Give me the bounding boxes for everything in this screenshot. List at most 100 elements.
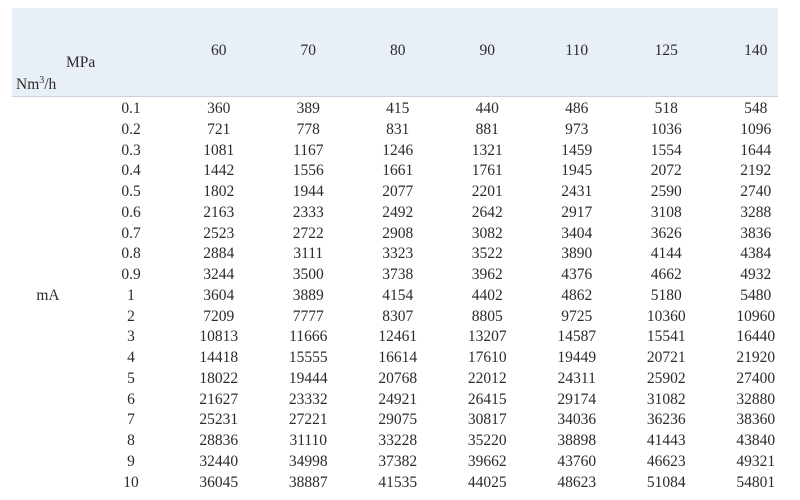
table-row: 8 28836 31110 33228 35220 38898 41443 43840	[0, 431, 800, 452]
table-cell: 1554	[650, 141, 682, 159]
table-cell: 21920	[736, 349, 776, 367]
table-cell: 3323	[382, 245, 414, 263]
table-cell: 20721	[646, 349, 686, 367]
table-row: 0.2 721 778 831 881 973 1036 1096	[0, 120, 800, 141]
table-cell: 1761	[471, 162, 503, 180]
table-cell: 1802	[203, 183, 235, 201]
column-header-cell: 60	[211, 42, 227, 59]
table-cell: 3890	[561, 245, 593, 263]
table-cell: 4154	[382, 286, 414, 304]
table-cell: 37382	[378, 453, 418, 471]
row-header-cell: 6	[127, 390, 135, 408]
table-cell: 44025	[467, 473, 507, 491]
row-header-cell: 0.7	[121, 224, 141, 242]
table-cell: 3738	[382, 266, 414, 284]
row-header-cell: 0.9	[121, 266, 141, 284]
row-spacer-cell	[0, 141, 88, 162]
row-spacer-cell	[0, 390, 88, 411]
table-cell: 14587	[557, 328, 597, 346]
row-header-cell: 0.4	[121, 162, 141, 180]
header-spacer-cell	[443, 0, 533, 38]
table-cell: 1556	[292, 162, 324, 180]
table-cell: 43840	[736, 432, 776, 450]
table-cell: 31110	[289, 432, 328, 450]
table-row: 1 3604 3889 4154 4402 4862 5180 5480	[0, 286, 800, 307]
table-cell: 1459	[561, 141, 593, 159]
header-padding-row	[0, 64, 800, 97]
table-cell: 38887	[288, 473, 328, 491]
row-header-cell: 0.1	[121, 100, 141, 117]
row-header-cell: 4	[127, 349, 135, 367]
table-cell: 12461	[378, 328, 418, 346]
table-row: 0.7 2523 2722 2908 3082 3404 3626 3836	[0, 224, 800, 245]
header-band	[12, 8, 778, 97]
table-cell: 25902	[646, 369, 686, 387]
column-header-cell: 90	[479, 42, 496, 59]
row-header-cell: 5	[127, 369, 135, 387]
table-cell: 27400	[736, 369, 776, 387]
table-cell: 21627	[199, 390, 239, 408]
table-row: 0.8 2884 3111 3323 3522 3890 4144 4384	[0, 244, 800, 265]
table-cell: 1096	[740, 120, 772, 138]
table-cell: 4144	[650, 245, 682, 263]
table-cell: 48623	[557, 473, 597, 491]
table-cell: 18022	[199, 369, 239, 387]
table-row: 0.9 3244 3500 3738 3962 4376 4662 4932	[0, 265, 800, 286]
table-cell: 19444	[288, 369, 328, 387]
table-cell: 2077	[382, 183, 414, 201]
table-cell: 2908	[382, 224, 414, 242]
table-cell: 3288	[740, 203, 772, 221]
table-cell: 2201	[471, 183, 503, 201]
header-spacer-cell	[711, 0, 800, 38]
column-header-cell: 70	[300, 42, 317, 59]
table-cell: 4384	[740, 245, 772, 263]
table-cell: 32880	[736, 390, 776, 408]
table-cell: 34998	[288, 453, 328, 471]
table-cell: 2642	[471, 203, 503, 221]
table-cell: 22012	[467, 369, 507, 387]
row-unit-label-exponent: 3	[39, 74, 45, 86]
table-row: 0.6 2163 2333 2492 2642 2917 3108 3288	[0, 203, 800, 224]
row-spacer-cell	[0, 203, 88, 224]
row-spacer-cell	[0, 431, 88, 452]
table-cell: 2740	[740, 183, 772, 201]
table-cell: 19449	[557, 349, 597, 367]
table-cell: 7209	[203, 307, 235, 325]
table-cell: 32440	[199, 453, 239, 471]
table-cell: 1442	[203, 162, 235, 180]
table-cell: 831	[386, 120, 410, 138]
row-header-cell: 8	[127, 432, 135, 450]
table-row: 10 36045 38887 41535 44025 48623 51084 54801	[0, 473, 800, 494]
row-spacer-cell	[0, 452, 88, 473]
row-group-unit-label: mA	[36, 287, 60, 304]
table-cell: 38360	[736, 411, 776, 429]
table-row: 7 25231 27221 29075 30817 34036 36236 38360	[0, 410, 800, 431]
row-header-cell: 9	[127, 453, 135, 471]
table-cell: 518	[654, 100, 678, 117]
row-spacer-cell	[0, 473, 88, 494]
table-cell: 3082	[471, 224, 503, 242]
header-spacer-cell	[353, 0, 443, 38]
row-spacer-cell	[0, 348, 88, 369]
header-padding-cell	[0, 64, 88, 97]
table-cell: 4932	[740, 266, 772, 284]
row-spacer-cell	[0, 307, 88, 328]
table-cell: 36045	[199, 473, 239, 491]
table-cell: 15555	[288, 349, 328, 367]
row-header-cell: 2	[127, 307, 135, 325]
header-padding-cell	[711, 64, 800, 97]
table-cell: 10360	[646, 307, 686, 325]
table-cell: 8307	[382, 307, 414, 325]
table-row: 5 18022 19444 20768 22012 24311 25902 27400	[0, 369, 800, 390]
table-cell: 1246	[382, 141, 414, 159]
table-row: 0.5 1802 1944 2077 2201 2431 2590 2740	[0, 182, 800, 203]
table-cell: 4402	[471, 286, 503, 304]
header-spacer-cell	[0, 0, 88, 38]
table-cell: 4862	[561, 286, 593, 304]
table-body: 0.1 360 389 415 440 486 518 548 0.2 721 778 831 881 9…	[0, 97, 800, 494]
row-spacer-cell	[0, 161, 88, 182]
table-cell: 2884	[203, 245, 235, 263]
table-cell: 35220	[467, 432, 507, 450]
table-cell: 2722	[292, 224, 324, 242]
row-unit-label: Nm3/h	[16, 74, 56, 93]
